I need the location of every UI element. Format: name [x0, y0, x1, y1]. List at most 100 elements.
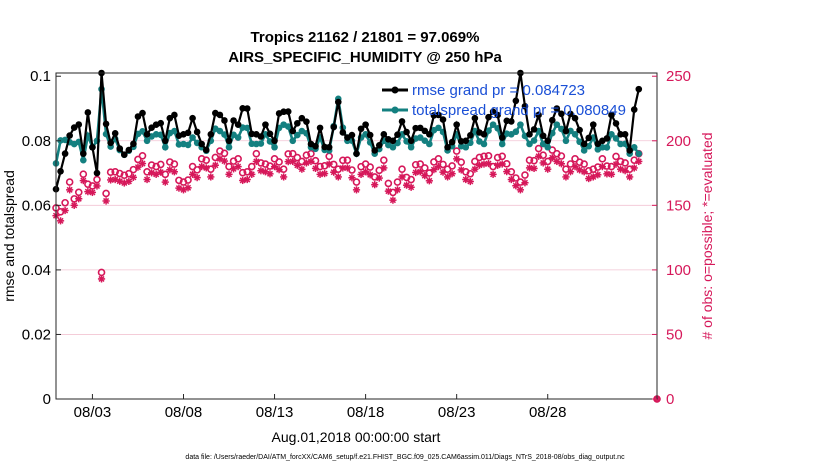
chart-title-line2: AIRS_SPECIFIC_HUMIDITY @ 250 hPa: [228, 49, 502, 66]
y-left-tick-label: 0.04: [22, 262, 51, 279]
obs-possible-point: [147, 161, 156, 169]
x-tick-label: 08/18: [347, 404, 385, 421]
rmse-point: [435, 111, 442, 119]
obs-possible-point: [275, 158, 283, 166]
obs-possible-point: [621, 159, 629, 167]
obs-possible-point: [170, 160, 179, 168]
rmse-point: [407, 137, 415, 145]
rmse-point: [171, 111, 178, 119]
obs-evaluated-point: [280, 173, 288, 181]
asterisk-stroke: [398, 173, 406, 180]
totalspread-point: [421, 137, 429, 144]
obs-evaluated-point: [138, 159, 147, 168]
asterisk-stroke: [631, 164, 638, 172]
totalspread-point: [462, 143, 470, 151]
asterisk-stroke: [471, 166, 478, 173]
totalspread-point: [544, 143, 552, 151]
obs-possible-point: [534, 144, 543, 153]
asterisk-stroke: [62, 207, 69, 214]
asterisk-stroke: [421, 172, 428, 179]
rmse-point: [189, 114, 196, 122]
asterisk-stroke: [544, 166, 551, 173]
obs-evaluated-point: [621, 167, 629, 175]
rmse-point: [80, 150, 87, 157]
obs-evaluated-point: [562, 173, 570, 181]
rmse-point: [571, 114, 579, 122]
y-left-axis-ticks: 0 0.02 0.04 0.06 0.08 0.1: [22, 68, 61, 408]
rmse-point: [234, 121, 242, 128]
asterisk-stroke: [225, 171, 233, 178]
totalspread-point: [271, 143, 278, 151]
rmse-point: [75, 121, 83, 128]
asterisk-stroke: [298, 166, 305, 173]
rmse-point: [66, 132, 73, 139]
asterisk-stroke: [139, 160, 146, 167]
obs-possible-point: [557, 152, 566, 160]
asterisk-stroke: [412, 169, 419, 176]
rmse-point: [398, 118, 406, 125]
asterisk-stroke: [576, 166, 583, 173]
asterisk-stroke: [203, 164, 210, 171]
obs-evaluated-point: [407, 183, 415, 191]
asterisk-stroke: [253, 158, 260, 165]
rmse-point: [89, 143, 96, 151]
asterisk-stroke: [80, 177, 87, 184]
obs-evaluated-point: [202, 164, 210, 172]
obs-possible-point: [134, 155, 142, 164]
totalspread-point: [435, 124, 442, 132]
obs-possible-point: [284, 150, 293, 158]
rmse-point: [553, 105, 561, 112]
asterisk-stroke: [184, 184, 192, 191]
asterisk-stroke: [622, 167, 629, 174]
asterisk-stroke: [107, 176, 114, 183]
rmse-point: [284, 108, 292, 115]
asterisk-stroke: [307, 158, 315, 165]
asterisk-stroke: [612, 161, 620, 168]
rmse-point: [143, 131, 151, 138]
obs-possible-point: [525, 156, 534, 164]
asterisk-stroke: [266, 170, 274, 177]
asterisk-stroke: [444, 173, 451, 180]
obs-evaluated-point: [193, 174, 201, 182]
obs-evaluated-point: [375, 174, 383, 182]
rmse-point: [580, 140, 588, 148]
asterisk-stroke: [175, 185, 182, 192]
obs-evaluated-point: [453, 155, 461, 163]
asterisk-stroke: [93, 182, 101, 190]
rmse-point: [621, 130, 629, 138]
obs-evaluated-point: [580, 168, 588, 176]
totalspread-point: [530, 137, 538, 144]
obs-evaluated-point: [330, 168, 338, 176]
obs-possible-point: [252, 149, 261, 158]
asterisk-stroke: [344, 164, 351, 171]
rmse-point: [462, 137, 470, 145]
rmse-point: [289, 127, 297, 135]
asterisk-stroke: [239, 177, 246, 184]
obs-evaluated-point: [88, 188, 97, 197]
asterisk-stroke: [426, 177, 433, 184]
obs-evaluated-point: [348, 174, 356, 182]
legend: rmse grand pr = 0.084723 totalspread gra…: [382, 82, 626, 119]
obs-evaluated-point: [434, 163, 443, 171]
rmse-point: [498, 134, 506, 141]
obs-possible-point: [452, 147, 461, 155]
totalspread-point: [603, 144, 611, 151]
x-tick-label: 08/03: [74, 404, 112, 421]
y-left-axis-label: rmse and totalspread: [1, 170, 17, 302]
rmse-point: [617, 131, 624, 138]
totalspread-point: [389, 143, 397, 151]
obs-possible-point: [366, 163, 374, 171]
obs-evaluated-point: [598, 163, 606, 171]
obs-possible-point: [65, 178, 74, 186]
totalspread-point: [517, 121, 524, 128]
rmse-point: [539, 132, 547, 140]
totalspread-point: [489, 121, 497, 128]
rmse-point: [489, 108, 497, 116]
asterisk-stroke: [321, 170, 328, 177]
obs-possible-point: [220, 149, 229, 158]
y-right-axis-ticks: 0 50 100 150 200 250: [652, 68, 691, 408]
obs-evaluated-point: [512, 182, 520, 190]
obs-evaluated-point: [612, 160, 620, 168]
obs-evaluated-point: [471, 165, 479, 173]
